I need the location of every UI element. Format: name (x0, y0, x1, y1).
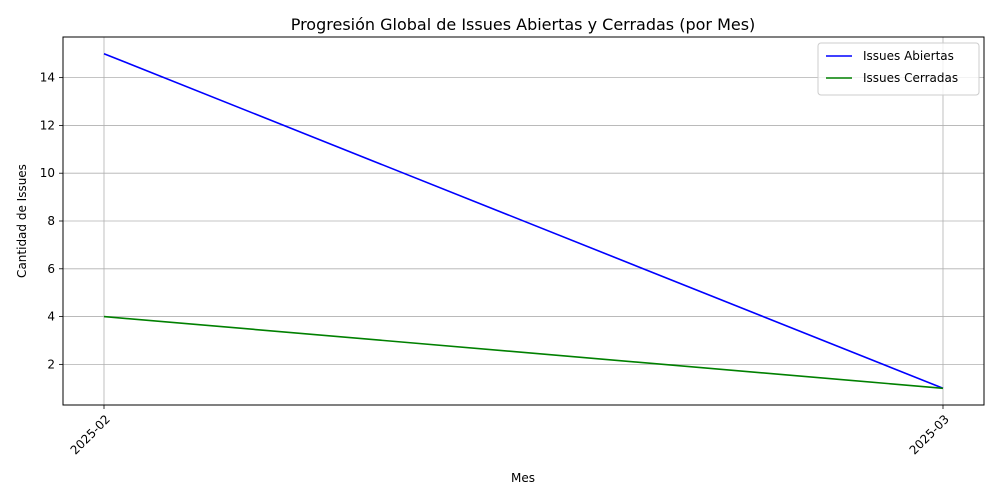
y-tick-label: 8 (47, 214, 55, 228)
chart-title: Progresión Global de Issues Abiertas y C… (291, 15, 756, 34)
legend: Issues Abiertas Issues Cerradas (817, 42, 980, 96)
legend-label: Issues Abiertas (863, 49, 954, 63)
series-line-cerradas (103, 315, 944, 390)
series-lines (103, 52, 944, 390)
x-tick-label: 2025-03 (907, 412, 952, 457)
y-tick-label: 6 (47, 262, 55, 276)
x-tick-label: 2025-02 (68, 412, 113, 457)
y-tick-label: 14 (40, 71, 55, 85)
y-axis-label: Cantidad de Issues (15, 164, 29, 278)
y-axis-ticks: 2 4 6 8 10 12 14 (40, 71, 63, 371)
x-axis-ticks: 2025-02 2025-03 (68, 405, 952, 457)
legend-label: Issues Cerradas (863, 71, 958, 85)
legend-box (817, 42, 980, 96)
y-tick-label: 4 (47, 310, 55, 324)
y-tick-label: 2 (47, 357, 55, 371)
x-axis-label: Mes (511, 471, 535, 485)
y-tick-label: 10 (40, 166, 55, 180)
y-tick-label: 12 (40, 118, 55, 132)
series-line-abiertas (103, 52, 944, 390)
grid-lines (63, 37, 984, 405)
